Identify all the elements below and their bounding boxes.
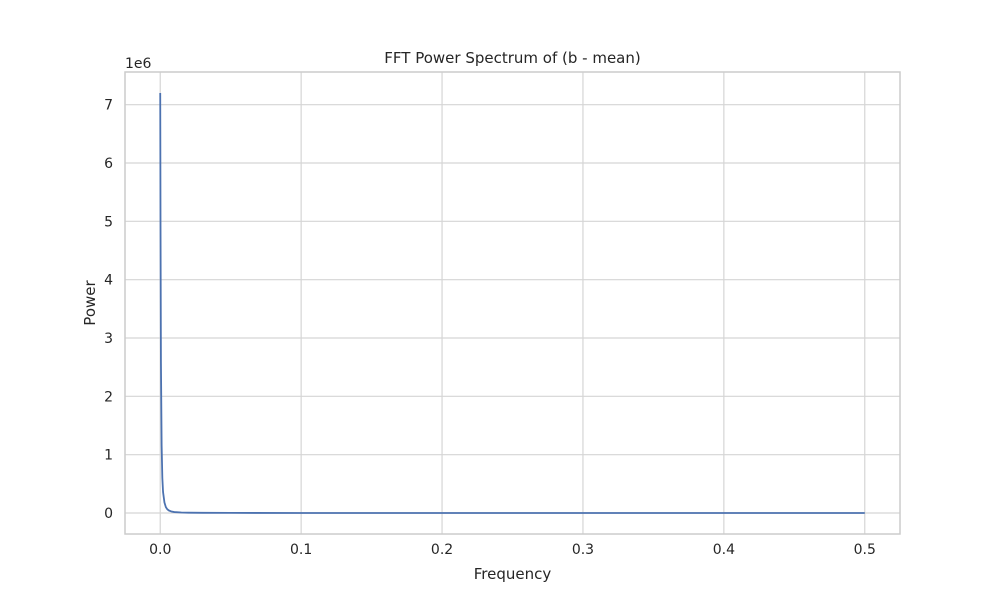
x-tick-label: 0.2 <box>431 542 453 558</box>
y-tick-label: 6 <box>104 156 113 172</box>
y-tick-label: 5 <box>104 214 113 230</box>
y-tick-label: 1 <box>104 448 113 464</box>
x-axis-label: Frequency <box>474 565 552 583</box>
plot-frame <box>124 71 901 535</box>
grid <box>125 72 900 534</box>
chart-title: FFT Power Spectrum of (b - mean) <box>384 49 640 67</box>
x-tick-label: 0.5 <box>854 542 876 558</box>
plot-area <box>125 72 900 534</box>
y-axis-ticks: 0 1 2 3 4 5 6 7 <box>104 98 113 522</box>
x-tick-label: 0.0 <box>149 542 171 558</box>
y-tick-label: 3 <box>104 331 113 347</box>
series-line <box>159 92 865 514</box>
series-layer <box>159 92 865 514</box>
x-tick-label: 0.3 <box>572 542 594 558</box>
y-axis-label: Power <box>81 279 99 325</box>
x-tick-label: 0.4 <box>713 542 735 558</box>
y-axis-offset-label: 1e6 <box>125 56 152 72</box>
y-tick-label: 0 <box>104 506 113 522</box>
y-tick-label: 4 <box>104 273 113 289</box>
x-tick-label: 0.1 <box>290 542 312 558</box>
y-tick-label: 2 <box>104 389 113 405</box>
x-axis-ticks: 0.0 0.1 0.2 0.3 0.4 0.5 <box>149 542 876 558</box>
y-tick-label: 7 <box>104 98 113 114</box>
